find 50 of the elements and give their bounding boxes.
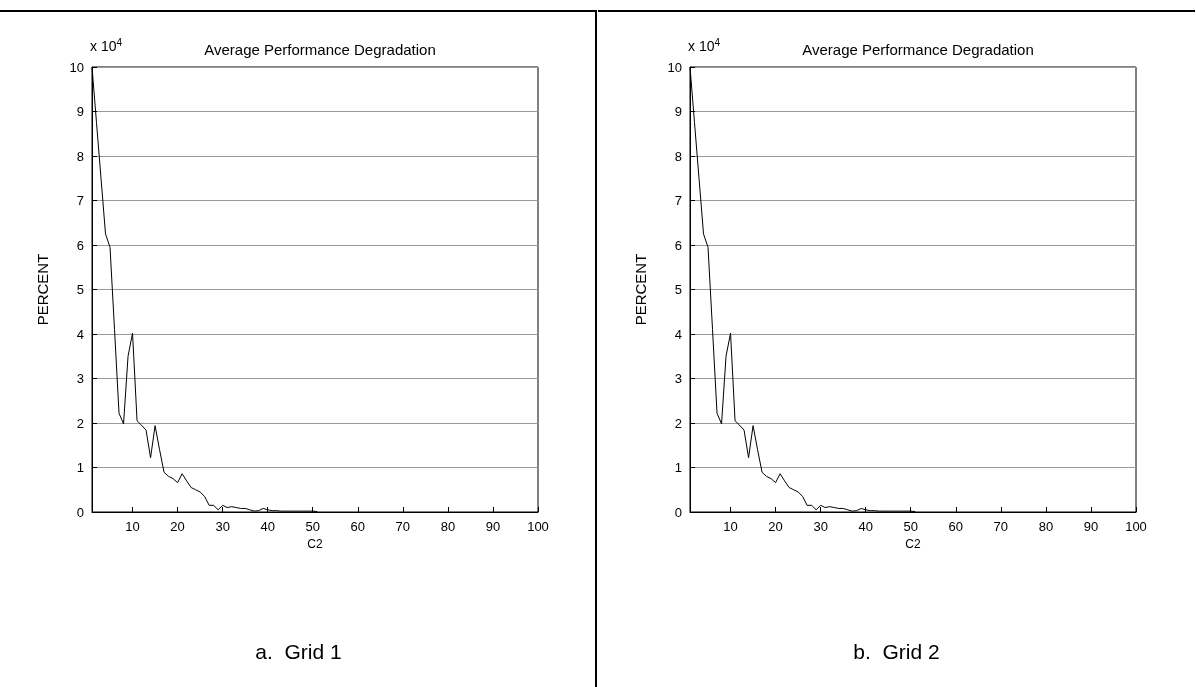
y-tick-label: 7 [674, 193, 682, 208]
y-tick-label: 8 [674, 148, 682, 164]
y-tick-label: 9 [674, 104, 682, 119]
y-axis-title: PERCENT [632, 253, 649, 326]
y-tick-label: 5 [76, 282, 84, 297]
x-tick-label: 10 [723, 519, 738, 534]
x-tick-label: 70 [395, 519, 411, 534]
y-tick-label: 0 [76, 504, 84, 520]
y-tick-label: 9 [76, 104, 84, 119]
y-tick-label: 8 [76, 148, 84, 164]
x-axis-title: C2 [905, 536, 921, 551]
x-tick-label: 50 [903, 519, 918, 534]
x-tick-label: 10 [125, 519, 140, 534]
x-tick-label: 40 [260, 519, 275, 534]
x-tick-label: 30 [813, 519, 828, 534]
x-tick-label: 80 [1038, 519, 1054, 534]
x-tick-label: 100 [527, 519, 549, 534]
y-tick-label: 1 [674, 460, 682, 475]
y-tick-label: 7 [76, 193, 84, 208]
x-tick-label: 90 [1083, 519, 1099, 534]
x-tick-label: 60 [350, 519, 366, 534]
x-tick-label: 80 [440, 519, 456, 534]
y-tick-label: 2 [76, 415, 84, 431]
x-axis-title: C2 [307, 536, 323, 551]
x-tick-label: 90 [485, 519, 501, 534]
y-tick-label: 4 [674, 326, 682, 342]
x-tick-label: 20 [170, 519, 185, 534]
y-tick-label: 6 [76, 237, 84, 253]
y-tick-label: 2 [674, 415, 682, 431]
text: a. Grid 1 [254, 640, 343, 664]
chart-title: Average Performance Degradation [204, 41, 436, 58]
chart-title: Average Performance Degradation [802, 41, 1034, 58]
x-tick-label: 50 [305, 519, 320, 534]
y-tick-label: 3 [76, 371, 84, 386]
y-axis-title: PERCENT [34, 253, 51, 326]
y-tick-label: 5 [674, 282, 682, 297]
y-tick-label: 4 [76, 326, 84, 342]
x-tick-label: 70 [993, 519, 1009, 534]
x-tick-label: 100 [1125, 519, 1147, 534]
y-tick-label: 0 [674, 504, 682, 520]
y-tick-label: 10 [69, 59, 84, 75]
y-tick-label: 10 [667, 59, 682, 75]
x-tick-label: 60 [948, 519, 964, 534]
y-tick-label: 3 [674, 371, 682, 386]
y-tick-label: 1 [76, 460, 84, 475]
text: b. Grid 2 [852, 640, 941, 664]
x-tick-label: 30 [215, 519, 230, 534]
x-tick-label: 40 [858, 519, 873, 534]
y-tick-label: 6 [674, 237, 682, 253]
x-tick-label: 20 [768, 519, 783, 534]
